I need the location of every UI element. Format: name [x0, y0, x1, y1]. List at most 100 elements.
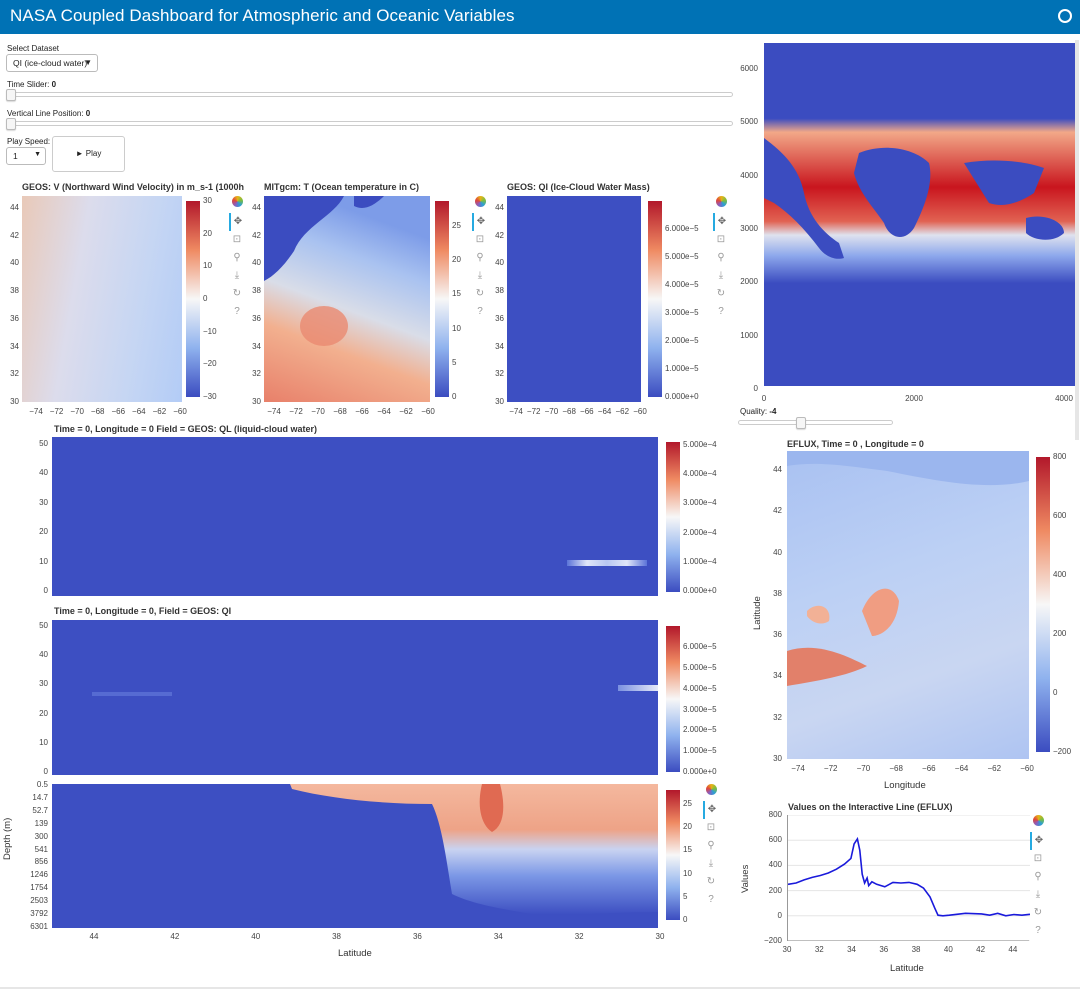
- ocean-temp-toolbar: ✥ ⊡ ⚲ ⤓ ↻ ?: [472, 194, 488, 321]
- depth-y-tick: 300: [34, 831, 48, 841]
- global-y-tick: 1000: [740, 330, 758, 340]
- time-slider[interactable]: [6, 92, 733, 97]
- bokeh-logo-icon[interactable]: [715, 196, 727, 207]
- pan-tool-icon[interactable]: ✥: [229, 213, 245, 231]
- lat-tick: 44: [10, 203, 19, 212]
- eflux-y-tick: 32: [773, 712, 782, 722]
- eflux-y-tick: 34: [773, 671, 782, 681]
- quality-slider-handle[interactable]: [796, 417, 806, 429]
- bokeh-logo-icon[interactable]: [705, 784, 717, 795]
- reset-tool-icon[interactable]: ↻: [232, 288, 242, 299]
- lon-tick: −72: [289, 407, 303, 416]
- eflux-map[interactable]: [787, 451, 1029, 759]
- depth-section-toolbar: ✥ ⊡ ⚲ ⤓ ↻ ?: [703, 782, 719, 909]
- ql-section-plot[interactable]: [52, 437, 658, 596]
- reset-tool-icon[interactable]: ↻: [716, 288, 726, 299]
- depth-section-plot[interactable]: [52, 784, 658, 928]
- ice-cloud-colorbar: [648, 201, 662, 397]
- play-speed-select[interactable]: 1 ▼: [6, 147, 46, 165]
- save-tool-icon[interactable]: ⤓: [477, 270, 483, 281]
- lat-tick: 36: [495, 313, 504, 323]
- box-zoom-tool-icon[interactable]: ⊡: [716, 234, 726, 245]
- lon-tick: −70: [70, 407, 84, 416]
- line-chart-plot[interactable]: [787, 815, 1030, 941]
- pan-tool-icon[interactable]: ✥: [703, 801, 719, 819]
- play-button[interactable]: ► Play: [52, 136, 125, 172]
- pan-tool-icon[interactable]: ✥: [472, 213, 488, 231]
- ocean-temp-title: MITgcm: T (Ocean temperature in C): [264, 182, 420, 192]
- global-map[interactable]: [764, 43, 1076, 386]
- vline-slider[interactable]: [6, 121, 733, 126]
- reset-tool-icon[interactable]: ↻: [1033, 907, 1043, 918]
- line-x-tick: 32: [814, 945, 824, 954]
- global-y-tick: 3000: [740, 224, 758, 233]
- save-tool-icon[interactable]: ⤓: [234, 270, 240, 281]
- ql-y-tick: 10: [39, 556, 48, 566]
- cbar-tick: 600: [1053, 511, 1067, 520]
- chevron-down-icon: ▼: [84, 58, 92, 67]
- depth-x-tick: 44: [89, 932, 99, 941]
- help-tool-icon[interactable]: ?: [477, 306, 483, 317]
- save-tool-icon[interactable]: ⤓: [708, 858, 714, 869]
- box-zoom-tool-icon[interactable]: ⊡: [1033, 853, 1043, 864]
- line-x-tick: 30: [782, 945, 792, 954]
- eflux-line-series: [788, 836, 1030, 917]
- dataset-select-value: QI (ice-cloud water): [13, 58, 88, 68]
- ocean-temp-map[interactable]: [264, 196, 430, 402]
- pan-tool-icon[interactable]: ✥: [713, 213, 729, 231]
- cbar-tick: 15: [683, 845, 692, 855]
- lon-tick: −74: [509, 407, 523, 416]
- help-tool-icon[interactable]: ?: [708, 894, 714, 905]
- line-chart-toolbar: ✥ ⊡ ⚲ ⤓ ↻ ?: [1030, 813, 1046, 940]
- time-slider-handle[interactable]: [6, 89, 16, 101]
- line-x-tick: 36: [879, 945, 889, 954]
- help-tool-icon[interactable]: ?: [718, 306, 724, 317]
- cbar-tick: 0.000e+0: [683, 767, 717, 776]
- wheel-zoom-tool-icon[interactable]: ⚲: [717, 252, 725, 263]
- line-y-tick: 400: [768, 860, 782, 870]
- save-tool-icon[interactable]: ⤓: [718, 270, 724, 281]
- lon-tick: −60: [173, 407, 187, 416]
- quality-slider[interactable]: [738, 420, 893, 425]
- ice-cloud-toolbar: ✥ ⊡ ⚲ ⤓ ↻ ?: [713, 194, 729, 321]
- right-scrollbar[interactable]: [1075, 40, 1079, 440]
- depth-section-x-label: Latitude: [338, 948, 372, 959]
- box-zoom-tool-icon[interactable]: ⊡: [475, 234, 485, 245]
- qi-section-plot[interactable]: [52, 620, 658, 775]
- reset-tool-icon[interactable]: ↻: [706, 876, 716, 887]
- wheel-zoom-tool-icon[interactable]: ⚲: [1034, 871, 1042, 882]
- depth-y-tick: 1246: [30, 870, 48, 880]
- eflux-y-tick: 44: [773, 465, 782, 474]
- global-y-tick: 5000: [740, 117, 758, 127]
- bokeh-logo-icon[interactable]: [231, 196, 243, 207]
- pan-tool-icon[interactable]: ✥: [1030, 832, 1046, 850]
- help-tool-icon[interactable]: ?: [234, 306, 240, 317]
- lon-tick: −66: [580, 407, 594, 416]
- cbar-tick: 0: [452, 392, 457, 401]
- ql-y-tick: 20: [39, 527, 48, 537]
- reset-tool-icon[interactable]: ↻: [475, 288, 485, 299]
- wheel-zoom-tool-icon[interactable]: ⚲: [476, 252, 484, 263]
- bokeh-logo-icon[interactable]: [474, 196, 486, 207]
- box-zoom-tool-icon[interactable]: ⊡: [232, 234, 242, 245]
- lat-tick: 34: [252, 341, 261, 351]
- v-wind-map[interactable]: [22, 196, 182, 402]
- lat-tick: 32: [10, 369, 19, 379]
- help-tool-icon[interactable]: ?: [1035, 925, 1041, 936]
- eflux-y-tick: 38: [773, 588, 782, 598]
- ice-cloud-map[interactable]: [507, 196, 641, 402]
- dataset-select[interactable]: QI (ice-cloud water) ▼: [6, 54, 98, 72]
- ice-cloud-title: GEOS: QI (Ice-Cloud Water Mass): [507, 182, 650, 192]
- bokeh-logo-icon[interactable]: [1032, 815, 1044, 826]
- line-x-tick: 34: [847, 945, 856, 954]
- box-zoom-tool-icon[interactable]: ⊡: [706, 822, 716, 833]
- save-tool-icon[interactable]: ⤓: [1035, 889, 1041, 900]
- vline-slider-handle[interactable]: [6, 118, 16, 130]
- cbar-tick: 0.000e+0: [683, 586, 717, 595]
- wheel-zoom-tool-icon[interactable]: ⚲: [233, 252, 241, 263]
- cbar-tick: 15: [452, 289, 461, 299]
- depth-y-tick: 0.5: [36, 780, 48, 789]
- lat-tick: 40: [495, 258, 504, 268]
- depth-y-tick: 14.7: [32, 792, 48, 802]
- wheel-zoom-tool-icon[interactable]: ⚲: [707, 840, 715, 851]
